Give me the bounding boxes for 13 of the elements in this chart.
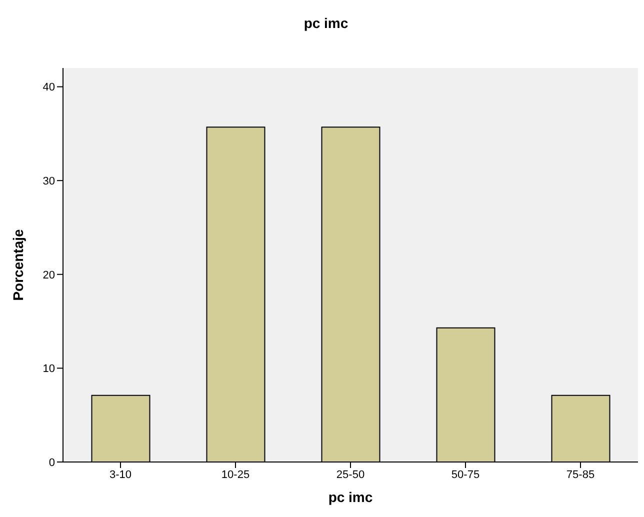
y-axis-title: Porcentaje (10, 228, 26, 301)
y-tick-label: 20 (42, 269, 55, 282)
y-tick-label: 40 (42, 82, 55, 94)
y-tick-label: 30 (42, 175, 55, 188)
x-axis-title: pc imc (328, 489, 373, 505)
x-tick-label: 3-10 (109, 468, 132, 481)
x-tick-label: 25-50 (336, 468, 365, 481)
x-tick-label: 50-75 (451, 468, 480, 481)
y-tick-label: 10 (42, 363, 55, 376)
x-tick-label: 75-85 (566, 468, 595, 481)
x-tick-label: 10-25 (221, 468, 250, 481)
y-tick-label: 0 (48, 456, 55, 469)
chart-title: pc imc (302, 14, 350, 33)
